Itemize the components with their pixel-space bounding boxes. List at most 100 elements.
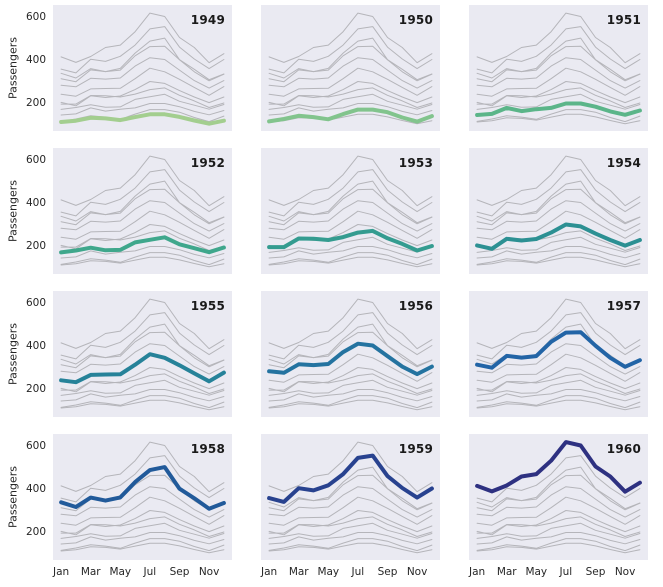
background-year-line xyxy=(476,522,641,539)
facet-1958: 1958 xyxy=(53,434,232,560)
background-year-line xyxy=(60,12,225,64)
background-year-line xyxy=(60,399,225,411)
highlight-year-line xyxy=(59,112,226,126)
year-label: 1949 xyxy=(190,13,225,27)
background-year-line xyxy=(476,180,641,224)
background-year-line xyxy=(268,312,433,360)
y-tick-label: 400 xyxy=(25,483,46,496)
background-year-line xyxy=(476,466,641,510)
year-label: 1952 xyxy=(190,156,225,170)
background-year-line xyxy=(60,256,225,268)
background-year-line xyxy=(476,93,641,110)
background-year-line xyxy=(60,45,225,83)
background-year-line xyxy=(268,252,433,266)
background-year-line xyxy=(268,45,433,83)
background-year-line xyxy=(268,57,433,89)
facet-plot-1952 xyxy=(59,155,226,268)
background-year-line xyxy=(476,37,641,81)
background-year-line xyxy=(268,298,433,350)
background-year-line xyxy=(268,67,433,97)
background-year-line xyxy=(60,367,225,393)
background-year-line xyxy=(268,37,433,81)
facet-plot-1960 xyxy=(475,440,642,554)
x-tick-label: Nov xyxy=(198,566,220,578)
background-year-line xyxy=(268,236,433,253)
background-year-line xyxy=(60,37,225,81)
background-year-line xyxy=(476,26,641,74)
background-year-line xyxy=(476,343,641,375)
y-tick-label: 600 xyxy=(25,440,46,453)
background-year-line xyxy=(476,312,641,360)
background-year-line xyxy=(268,474,433,512)
year-label: 1957 xyxy=(606,299,641,313)
background-year-line xyxy=(60,252,225,266)
background-year-line xyxy=(60,522,225,539)
year-label: 1955 xyxy=(190,299,225,313)
y-axis-title: Passengers xyxy=(6,322,20,386)
y-tick-label: 200 xyxy=(25,382,46,395)
background-year-line xyxy=(60,57,225,89)
background-year-line xyxy=(60,542,225,554)
facet-plot-1950 xyxy=(267,12,434,125)
background-year-line xyxy=(268,180,433,224)
highlight-year-line xyxy=(475,222,642,251)
background-year-line xyxy=(60,510,225,536)
background-year-line xyxy=(268,389,433,402)
highlight-year-line xyxy=(59,235,226,255)
facet-plot-1951 xyxy=(475,12,642,125)
y-tick-label: 600 xyxy=(25,297,46,310)
background-year-line xyxy=(476,474,641,512)
x-tick-label: Mar xyxy=(288,566,309,578)
y-tick-label: 600 xyxy=(25,154,46,167)
background-year-line xyxy=(60,343,225,375)
facet-1951: 1951 xyxy=(469,5,648,131)
background-year-line xyxy=(60,103,225,116)
background-year-line xyxy=(60,93,225,110)
background-year-line xyxy=(476,379,641,396)
background-year-line xyxy=(60,224,225,250)
background-year-line xyxy=(476,510,641,536)
background-year-line xyxy=(476,367,641,393)
background-year-line xyxy=(60,312,225,360)
y-tick-label: 400 xyxy=(25,340,46,353)
x-tick-label: Jan xyxy=(53,566,70,578)
highlight-year-line xyxy=(267,107,434,124)
background-year-line xyxy=(476,496,641,526)
facet-1950: 1950 xyxy=(261,5,440,131)
facet-1959: 1959 xyxy=(261,434,440,560)
background-year-line xyxy=(60,298,225,350)
background-year-line xyxy=(476,81,641,107)
highlight-year-line xyxy=(267,341,434,377)
highlight-year-line xyxy=(59,352,226,385)
highlight-year-line xyxy=(475,440,642,494)
year-label: 1959 xyxy=(398,442,433,456)
background-year-line xyxy=(268,486,433,518)
year-label: 1954 xyxy=(606,156,641,170)
background-year-line xyxy=(476,109,641,123)
x-tick-label: May xyxy=(525,566,548,578)
background-year-line xyxy=(268,496,433,526)
highlight-year-line xyxy=(267,228,434,253)
background-year-line xyxy=(476,155,641,207)
background-year-line xyxy=(268,26,433,74)
x-tick-label: Nov xyxy=(614,566,636,578)
facet-plot-1954 xyxy=(475,155,642,268)
background-year-line xyxy=(476,389,641,402)
year-label: 1958 xyxy=(190,442,225,456)
highlight-year-line xyxy=(267,453,434,504)
background-year-line xyxy=(60,188,225,226)
background-year-line xyxy=(60,538,225,552)
background-year-line xyxy=(60,496,225,526)
background-year-line xyxy=(268,12,433,64)
x-tick-label: May xyxy=(317,566,340,578)
background-year-line xyxy=(476,45,641,83)
background-year-line xyxy=(60,486,225,518)
background-year-line xyxy=(476,12,641,64)
background-year-line xyxy=(268,466,433,510)
highlight-year-line xyxy=(475,101,642,117)
background-year-line xyxy=(60,210,225,240)
background-year-line xyxy=(60,246,225,259)
x-tick-label: Jan xyxy=(469,566,486,578)
background-year-line xyxy=(476,252,641,266)
